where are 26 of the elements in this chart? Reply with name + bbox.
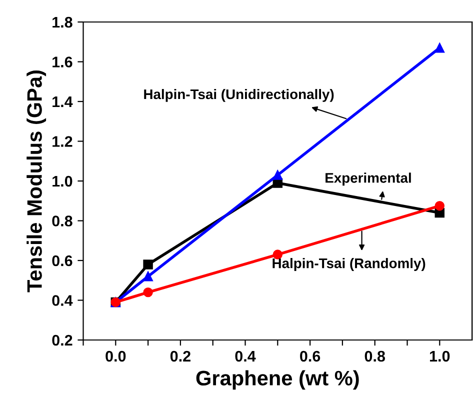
point: [272, 170, 283, 180]
y-tick-label: 1.0: [52, 176, 72, 187]
y-tick-label: 0.6: [52, 255, 72, 266]
annotation: Experimental: [326, 172, 411, 186]
y-tick-label: 1.6: [52, 56, 72, 68]
x-tick-label: 0.0: [106, 350, 126, 362]
x-tick-label: 0.6: [300, 350, 320, 362]
point: [143, 287, 153, 298]
y-tick-label: 1.2: [52, 136, 72, 147]
annotation: Halpin-Tsai (Randomly): [272, 258, 426, 271]
x-tick-label: 0.8: [364, 350, 386, 362]
annotation: Halpin-Tsai (Unidirectionally): [144, 88, 334, 102]
point: [143, 260, 153, 270]
x-tick-label: 1.0: [430, 350, 450, 362]
y-tick-label: 1.4: [52, 96, 73, 108]
y-tick-label: 0.2: [52, 334, 72, 346]
point: [434, 42, 445, 53]
point: [434, 200, 445, 211]
point: [143, 272, 153, 282]
y-tick-label: 0.4: [52, 295, 73, 306]
x-tick-label: 0.2: [170, 350, 190, 362]
x-tick-label: 0.4: [235, 350, 256, 362]
y-axis-title: Tensile Modulus (GPa): [26, 70, 46, 292]
y-tick-label: 1.8: [52, 16, 72, 28]
y-tick-label: 0.8: [52, 216, 72, 226]
x-axis-title: Graphene (wt %): [196, 370, 359, 390]
